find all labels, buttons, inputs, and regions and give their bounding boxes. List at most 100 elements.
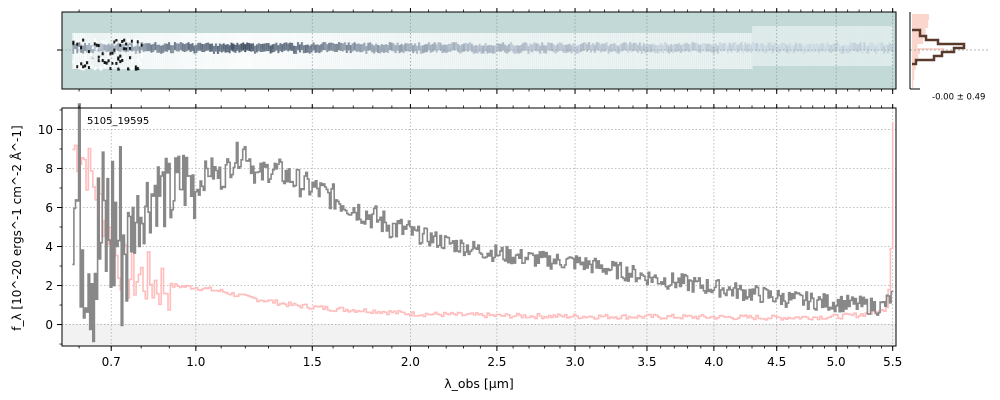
twod-core [306,44,310,53]
twod-core [832,43,835,52]
twod-core [261,43,265,52]
twod-band [765,26,769,66]
twod-core [107,43,111,52]
twod-core [453,42,456,51]
twod-band [687,33,691,69]
twod-band [179,33,183,69]
twod-band [738,33,741,69]
twod-core [398,45,402,54]
twod-noise [72,40,75,44]
twod-band [804,26,808,66]
twod-band [884,26,888,66]
twod-core [250,43,253,52]
twod-core [464,42,468,51]
twod-core [218,43,222,52]
twod-core [363,42,366,51]
twod-core [783,42,786,51]
twod-noise [134,38,138,42]
twod-core [142,43,146,52]
twod-core [427,42,431,51]
twod-band [695,33,699,69]
twod-core [656,45,659,54]
twod-core [326,44,329,53]
twod-core [638,42,642,51]
twod-core [705,43,708,52]
twod-noise [140,43,144,47]
twod-band [597,33,601,69]
twod-noise [82,67,85,71]
twod-core [531,44,534,53]
twod-core [343,42,347,51]
twod-core [490,45,493,54]
twod-core [562,44,566,53]
twod-core [191,43,195,52]
twod-band [759,26,763,66]
twod-band [822,26,825,66]
twod-noise [134,65,138,69]
twod-band [793,26,796,66]
twod-core [754,43,757,52]
twod-core [433,42,437,51]
twod-core [166,43,169,52]
twod-band [623,33,626,69]
twod-core [884,44,888,53]
twod-core [414,43,417,52]
twod-core [298,44,302,53]
twod-core [730,44,734,53]
twod-core [488,44,491,53]
twod-core [890,43,894,52]
twod-noise [87,50,91,54]
twod-core [582,42,585,51]
twod-core [361,44,365,53]
twod-core [269,45,273,54]
twod-core [201,43,204,52]
twod-noise [78,46,81,50]
twod-core [468,42,472,51]
twod-core [634,42,638,51]
y-tick-label: 6 [45,201,53,215]
twod-core [457,44,460,53]
twod-core [746,44,749,53]
twod-band [681,33,685,69]
twod-band [328,33,331,69]
twod-band [699,33,702,69]
twod-band [634,33,638,69]
twod-band [675,33,679,69]
twod-band [707,33,710,69]
twod-noise [95,47,99,51]
twod-core [814,43,818,52]
twod-band [818,26,822,66]
twod-core [390,42,394,51]
twod-core [595,42,599,51]
twod-core [816,43,820,52]
twod-noise [101,58,105,62]
twod-core [804,44,808,53]
spectrum-series [72,103,894,343]
twod-core [886,45,890,54]
twod-band [525,33,529,69]
twod-core [769,42,773,51]
twod-core [173,42,177,51]
twod-core [171,45,175,54]
twod-noise [105,61,109,65]
twod-core [291,42,294,51]
twod-core [720,43,724,52]
twod-band [781,26,784,66]
twod-core [357,43,361,52]
twod-core [812,44,816,53]
twod-core [246,42,249,51]
twod-band [128,33,132,69]
y-tick-labels: 0 2 4 6 8 10 [38,123,53,332]
twod-band [468,33,472,69]
twod-band [785,26,788,66]
twod-core [138,45,142,54]
twod-band [246,33,249,69]
twod-core [498,43,501,52]
spectrum-panel: 0.7 1.0 1.5 2.0 2.5 3.0 3.5 4.0 4.5 5.0 5.5 0 2 4 6 8 1… [9,103,902,391]
twod-core [287,43,290,52]
twod-core [377,44,380,53]
twod-core [791,45,794,54]
twod-noise [113,60,116,64]
twod-noise [78,62,81,66]
twod-noise [95,41,99,45]
